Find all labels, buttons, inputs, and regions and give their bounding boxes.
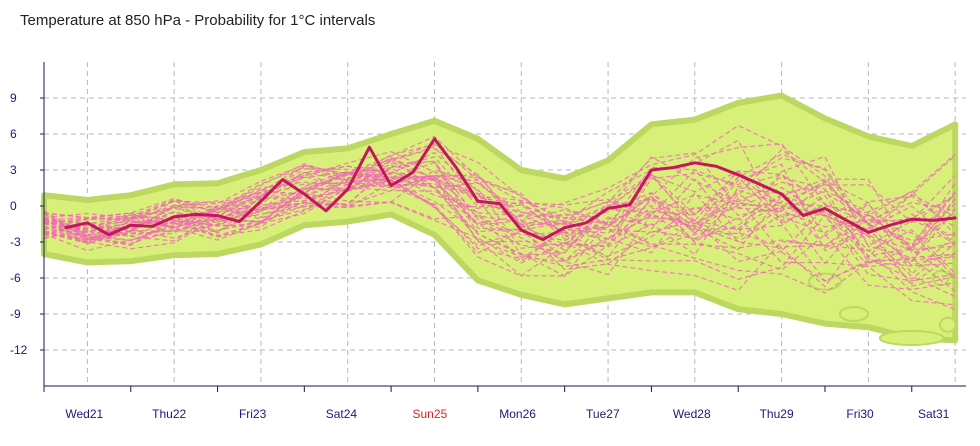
ensemble-line [43, 172, 956, 282]
axis-labels: 9 6 3 0 -3 -6 -9 -12 Wed21 Thu22 Fri23 Sat24 Sun25 Mo… [10, 91, 950, 421]
ensemble-line [43, 156, 956, 277]
ensemble-line [43, 192, 956, 292]
x-tick-label: Wed28 [673, 407, 711, 421]
y-tick-label: 0 [10, 199, 17, 213]
ensemble-line [43, 170, 956, 258]
y-tick-label: -12 [10, 343, 28, 357]
ensemble-line [43, 171, 956, 263]
ensemble-line [43, 153, 956, 246]
ensemble-line [43, 151, 956, 288]
y-tick-label: 3 [10, 163, 17, 177]
ensemble-line [43, 189, 956, 306]
ensemble-line [43, 124, 956, 250]
ensemble-line [43, 174, 956, 294]
ensemble-line [43, 160, 956, 263]
x-tick-label: Thu29 [760, 407, 794, 421]
ensemble-line [43, 171, 956, 251]
ensemble-line [43, 169, 956, 275]
x-tick-label: Fri30 [846, 407, 874, 421]
ensemble-line [43, 145, 956, 263]
probability-band [41, 92, 959, 346]
ensemble-line [43, 153, 956, 298]
x-tick-label: Wed21 [65, 407, 103, 421]
x-tick-label: Fri23 [239, 407, 267, 421]
x-tick-label: Sat31 [918, 407, 950, 421]
main-forecast-line [64, 137, 957, 242]
y-tick-label: -9 [10, 307, 21, 321]
x-tick-label: Tue27 [586, 407, 620, 421]
x-tick-label: Mon26 [499, 407, 536, 421]
ensemble-line [43, 157, 956, 277]
probability-blob [838, 306, 869, 322]
y-tick-label: -3 [10, 235, 21, 249]
ensemble-line [43, 180, 956, 280]
probability-blob [878, 330, 945, 346]
forecast-lines [43, 124, 957, 311]
x-tick-label: Sat24 [326, 407, 358, 421]
chart-title: Temperature at 850 hPa - Probability for… [20, 12, 376, 29]
probability-blob [938, 316, 957, 333]
ensemble-line [43, 148, 956, 254]
y-tick-label: -6 [10, 271, 21, 285]
x-tick-label: Sun25 [412, 407, 447, 421]
ensemble-line [43, 164, 956, 253]
ensemble-line [43, 152, 956, 256]
y-tick-label: 6 [10, 127, 17, 141]
chart-axes [40, 62, 966, 392]
y-tick-label: 9 [10, 91, 17, 105]
ensemble-line [43, 148, 956, 246]
x-tick-label: Thu22 [152, 407, 186, 421]
